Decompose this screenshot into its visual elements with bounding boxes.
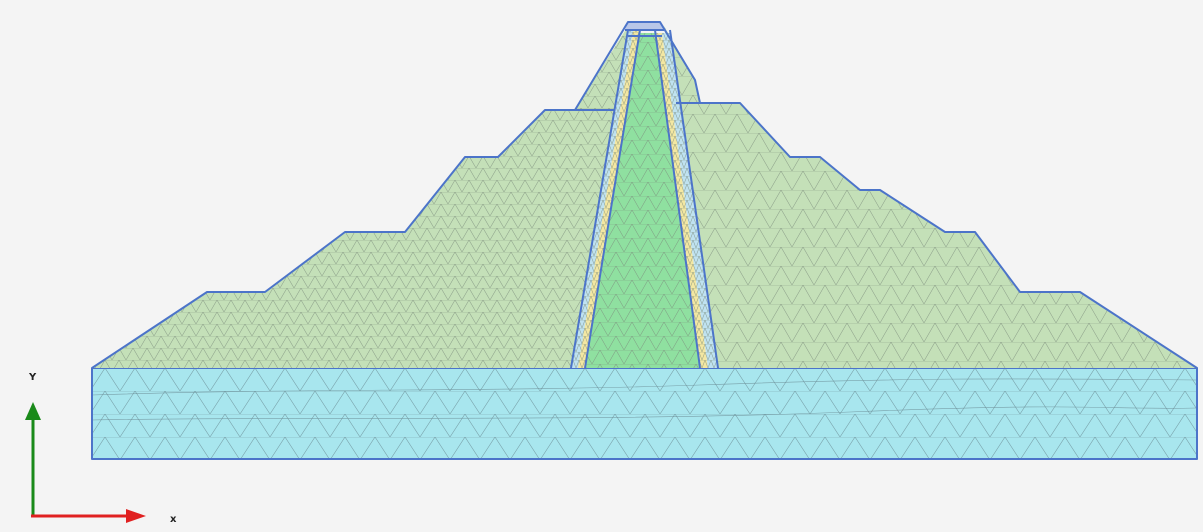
dam-crest[interactable] [625,22,664,30]
clay-core[interactable] [585,33,700,368]
x-axis-label: x [170,514,177,525]
downstream-shell[interactable] [664,26,1197,368]
y-axis-arrow-head [25,402,41,420]
foundation-layer[interactable] [91,367,1198,460]
x-axis-arrow-head [126,509,146,523]
upstream-filter-zones[interactable] [571,26,640,368]
upstream-shell[interactable] [92,26,628,368]
downstream-filter-zones[interactable] [655,33,718,368]
y-axis-label: Y [28,372,37,383]
zone-boundaries [91,21,1198,369]
axis-indicator: Y x [25,372,177,525]
